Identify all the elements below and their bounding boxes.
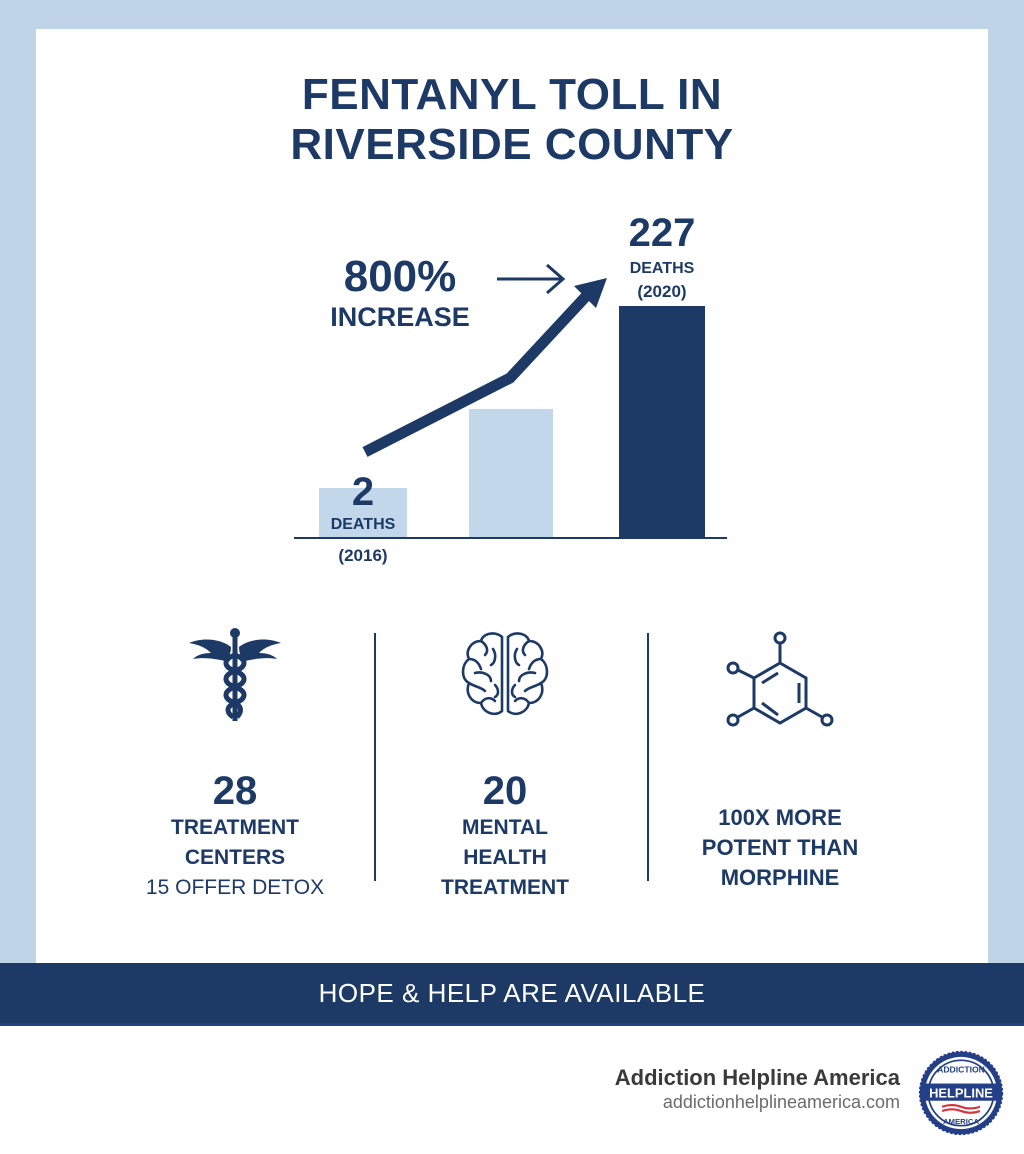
value-2020: 227 xyxy=(628,211,696,255)
stat-treatment-centers: 28 TREATMENT CENTERS 15 OFFER DETOX xyxy=(135,625,335,903)
chart-baseline xyxy=(294,537,727,539)
treatment-centers-label-1: TREATMENT xyxy=(171,816,299,839)
bar-intermediate xyxy=(469,409,553,538)
title-line-1: FENTANYL TOLL IN xyxy=(301,70,723,119)
brand-url[interactable]: addictionhelplineamerica.com xyxy=(662,1092,900,1112)
treatment-centers-label-2: CENTERS xyxy=(184,846,286,869)
molecule-icon xyxy=(726,631,834,727)
mental-health-label-1: MENTAL xyxy=(462,816,548,839)
mental-health-count: 20 xyxy=(482,769,528,813)
detox-count: 15 OFFER DETOX xyxy=(145,876,325,899)
stat-mental-health: 20 MENTAL HEALTH TREATMENT xyxy=(405,625,605,903)
stat-potency: 100X MORE POTENT THAN MORPHINE xyxy=(665,625,895,893)
stat-divider xyxy=(647,633,649,881)
brand-block: Addiction Helpline America addictionhelp… xyxy=(615,1065,900,1113)
potency-text: 100X MORE xyxy=(665,803,895,833)
increase-label: INCREASE xyxy=(330,302,470,332)
increase-value: 800% xyxy=(343,252,457,301)
caduceus-icon xyxy=(189,628,281,721)
potency-word: MORE xyxy=(769,805,842,830)
unit-2020: DEATHS xyxy=(629,260,695,277)
increase-annotation: 800% INCREASE xyxy=(322,252,478,332)
mental-health-label-3: TREATMENT xyxy=(441,876,569,899)
bar-2016 xyxy=(319,488,407,538)
banner-text: HOPE & HELP ARE AVAILABLE xyxy=(318,978,706,1008)
logo-mid-text: HELPLINE xyxy=(929,1085,993,1100)
mental-health-label-2: HEALTH xyxy=(463,846,547,869)
stat-divider xyxy=(374,633,376,881)
trend-arrow-icon xyxy=(362,263,607,457)
year-2016: (2016) xyxy=(338,546,388,565)
logo-bottom-text: AMERICA xyxy=(943,1117,980,1126)
logo-top-text: ADDICTION xyxy=(937,1064,985,1074)
helpline-badge-logo-icon: ADDICTION HELPLINE AMERICA xyxy=(918,1050,1004,1136)
brain-icon xyxy=(461,632,549,716)
treatment-centers-count: 28 xyxy=(212,769,258,813)
hope-banner: HOPE & HELP ARE AVAILABLE xyxy=(0,963,1024,1026)
title-line-2: RIVERSIDE COUNTY xyxy=(290,120,734,169)
page-title: FENTANYL TOLL IN RIVERSIDE COUNTY xyxy=(0,70,1024,170)
brand-name: Addiction Helpline America xyxy=(614,1065,900,1090)
year-2020: (2020) xyxy=(637,282,687,301)
bar-2020 xyxy=(619,306,705,538)
unit-2016: DEATHS xyxy=(330,516,396,533)
potency-line-2: POTENT THAN xyxy=(701,835,859,860)
potency-multiplier: 100X xyxy=(718,805,770,830)
bar-chart: 2 DEATHS (2016) 227 DEATHS (2020) 800% I… xyxy=(294,211,727,565)
potency-line-3: MORPHINE xyxy=(720,865,840,890)
value-2016: 2 xyxy=(351,470,375,514)
